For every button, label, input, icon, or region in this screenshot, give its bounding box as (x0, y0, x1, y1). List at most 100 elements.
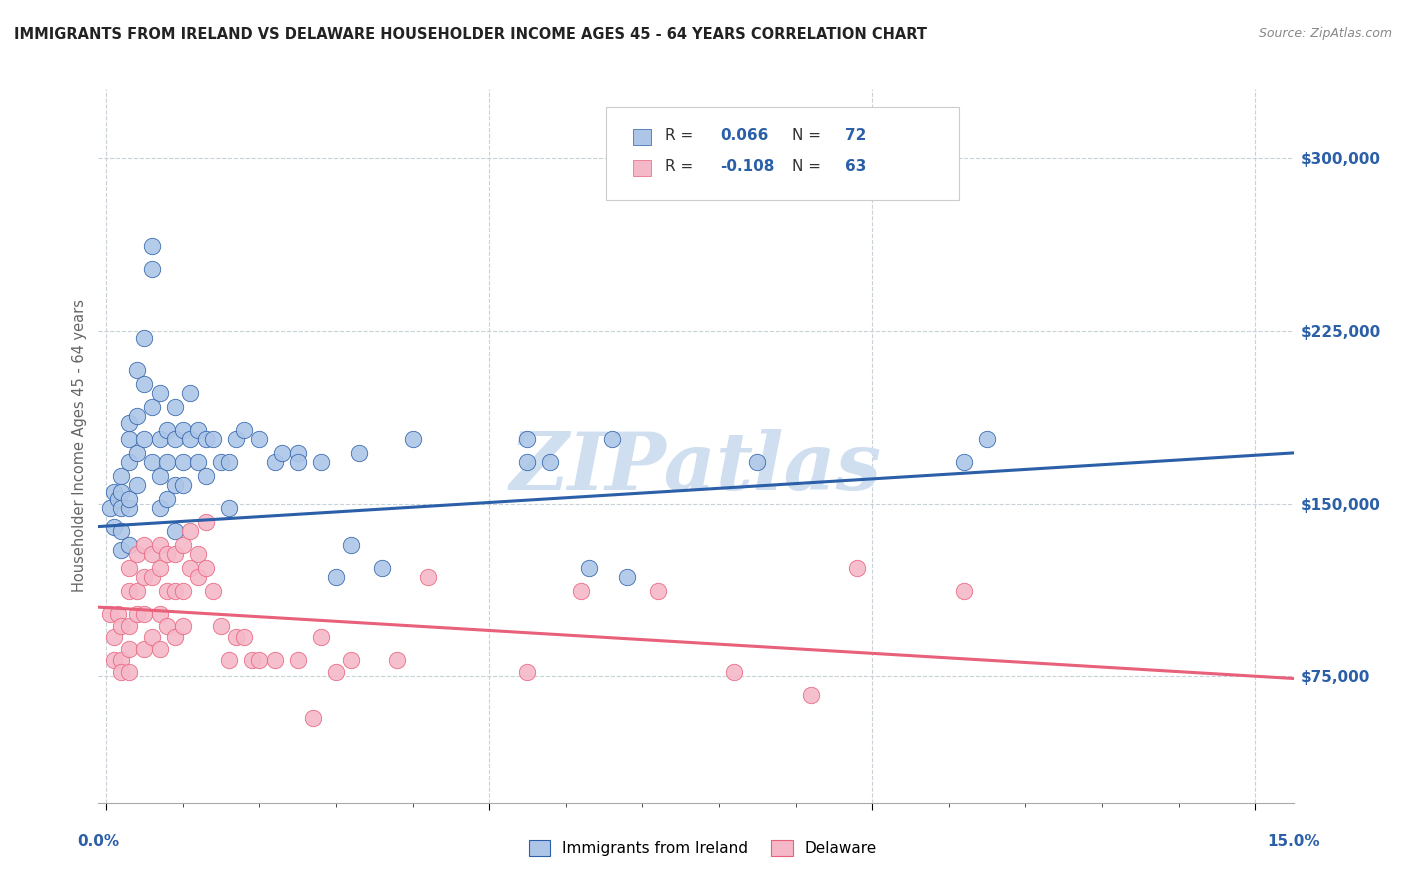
Point (118, 538, 141, 552)
Point (516, 455, 538, 469)
Point (149, 432, 172, 446)
Point (202, 432, 225, 446)
Point (103, 630, 125, 644)
Point (385, 653, 409, 667)
Point (569, 584, 592, 599)
Point (194, 469, 217, 483)
Point (141, 547, 163, 561)
Point (179, 432, 201, 446)
Point (118, 501, 141, 516)
Point (149, 607, 172, 621)
Point (125, 446, 148, 460)
Point (149, 501, 172, 516)
Point (340, 538, 363, 552)
Point (202, 584, 225, 599)
Point (976, 432, 998, 446)
Point (118, 618, 141, 632)
Point (194, 432, 217, 446)
Point (172, 478, 194, 492)
Point (118, 584, 141, 599)
Text: 63: 63 (845, 159, 866, 174)
Point (110, 653, 132, 667)
Point (287, 455, 309, 469)
Point (302, 711, 325, 725)
Point (247, 432, 270, 446)
Point (134, 432, 156, 446)
Point (263, 653, 285, 667)
Point (172, 584, 194, 599)
Point (240, 653, 263, 667)
Text: -0.108: -0.108 (720, 159, 775, 174)
Point (156, 584, 179, 599)
Point (172, 455, 194, 469)
Point (172, 618, 194, 632)
Point (516, 665, 538, 679)
Point (125, 363, 148, 377)
Point (209, 618, 232, 632)
Point (172, 423, 194, 437)
Point (163, 478, 186, 492)
Point (225, 432, 247, 446)
Point (141, 455, 163, 469)
Point (163, 432, 186, 446)
Point (187, 455, 209, 469)
Point (141, 261, 163, 276)
Point (141, 400, 163, 414)
Point (287, 446, 309, 460)
Point (845, 561, 868, 575)
Point (156, 547, 179, 561)
Point (218, 455, 240, 469)
Point (416, 570, 439, 584)
Point (156, 455, 179, 469)
Text: N =: N = (792, 128, 825, 143)
Point (747, 455, 769, 469)
Point (600, 432, 623, 446)
Point (271, 446, 294, 460)
Point (149, 641, 172, 656)
Y-axis label: Householder Income Ages 45 - 64 years: Householder Income Ages 45 - 64 years (72, 300, 87, 592)
Point (187, 570, 209, 584)
Text: 0.0%: 0.0% (77, 834, 120, 849)
Point (800, 688, 823, 702)
Text: N =: N = (792, 159, 825, 174)
Point (953, 455, 976, 469)
Point (110, 618, 132, 632)
FancyBboxPatch shape (633, 129, 651, 145)
Point (141, 570, 163, 584)
Point (141, 630, 163, 644)
Point (401, 432, 423, 446)
FancyBboxPatch shape (606, 107, 959, 200)
Point (118, 416, 141, 430)
Point (616, 570, 638, 584)
Point (134, 570, 156, 584)
Point (225, 630, 247, 644)
Point (118, 491, 141, 506)
Point (118, 665, 141, 679)
Point (163, 584, 186, 599)
Point (233, 423, 256, 437)
Point (118, 455, 141, 469)
Point (371, 561, 394, 575)
Point (125, 478, 148, 492)
Point (218, 501, 240, 516)
Point (163, 400, 186, 414)
Point (347, 446, 370, 460)
Point (103, 485, 125, 500)
Point (141, 238, 163, 252)
Point (110, 665, 132, 679)
Point (209, 455, 232, 469)
Point (163, 547, 186, 561)
Point (263, 455, 285, 469)
Point (340, 653, 363, 667)
Text: R =: R = (665, 128, 699, 143)
Point (233, 630, 256, 644)
Point (134, 641, 156, 656)
Point (309, 455, 332, 469)
Point (287, 653, 309, 667)
Point (134, 331, 156, 345)
Text: 0.066: 0.066 (720, 128, 769, 143)
Point (134, 607, 156, 621)
Point (103, 519, 125, 533)
Text: IMMIGRANTS FROM IRELAND VS DELAWARE HOUSEHOLDER INCOME AGES 45 - 64 YEARS CORREL: IMMIGRANTS FROM IRELAND VS DELAWARE HOUS… (14, 27, 927, 42)
Point (538, 455, 561, 469)
